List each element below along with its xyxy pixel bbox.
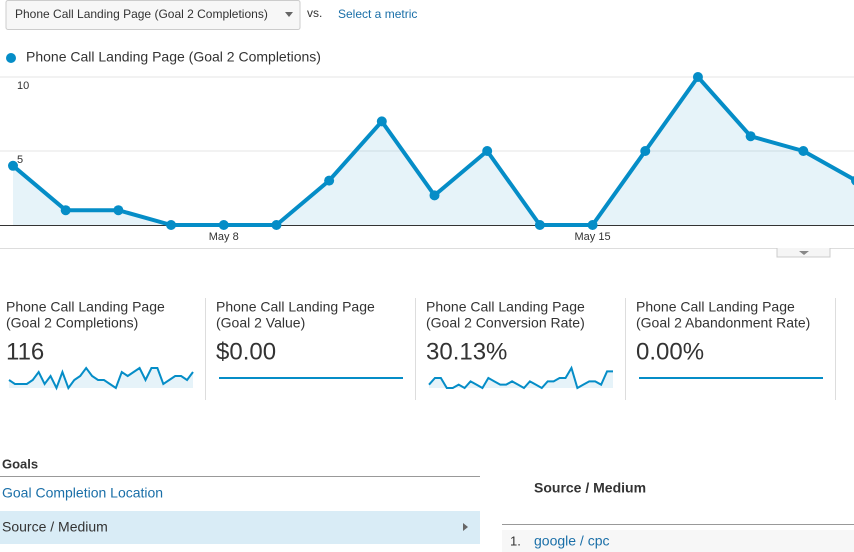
sparkline <box>428 365 613 390</box>
legend-label: Phone Call Landing Page (Goal 2 Completi… <box>26 49 321 65</box>
scorecard-label: (Goal 2 Value) <box>216 315 305 331</box>
scorecard-label: (Goal 2 Conversion Rate) <box>426 315 585 331</box>
goal-link[interactable]: Goal Completion Location <box>2 485 163 501</box>
sparkline-area <box>429 368 613 388</box>
point <box>692 72 703 82</box>
scorecard-value: $0.00 <box>216 338 276 365</box>
point <box>113 205 124 216</box>
table-row <box>502 530 854 552</box>
sparkline-area <box>9 368 193 388</box>
scorecard-label: (Goal 2 Abandonment Rate) <box>636 315 810 331</box>
y-tick-label: 10 <box>17 80 29 92</box>
point <box>8 160 18 171</box>
point <box>376 116 387 127</box>
select-metric-link[interactable]: Select a metric <box>338 7 417 21</box>
point <box>271 220 282 230</box>
chart-toggle-arrow <box>799 251 809 255</box>
scorecard-value: 30.13% <box>426 338 507 365</box>
scorecard-label: Phone Call Landing Page <box>636 299 795 315</box>
point <box>218 220 229 230</box>
table-header: Source / Medium <box>534 480 646 496</box>
x-tick-label: May 15 <box>575 231 611 243</box>
point <box>587 220 598 230</box>
scorecard-label: Phone Call Landing Page <box>216 299 375 315</box>
metric-dropdown-text: Phone Call Landing Page (Goal 2 Completi… <box>15 7 268 21</box>
point <box>482 146 493 156</box>
goal-item[interactable]: Source / Medium <box>2 519 108 535</box>
dropdown-arrow <box>285 12 293 17</box>
point <box>60 205 71 216</box>
scorecard-label: Phone Call Landing Page <box>426 299 585 315</box>
point <box>851 176 854 186</box>
point <box>798 146 809 156</box>
point <box>534 220 545 230</box>
scorecard-value: 116 <box>6 338 44 365</box>
x-tick-label: May 8 <box>209 231 239 243</box>
area <box>13 77 854 225</box>
row-link[interactable]: google / cpc <box>534 533 610 549</box>
point <box>166 220 177 230</box>
goals-title: Goals <box>2 456 38 471</box>
row-index: 1. <box>510 533 521 548</box>
point <box>640 146 651 156</box>
point <box>429 190 440 201</box>
scorecard-value: 0.00% <box>636 338 704 365</box>
metric-dropdown[interactable] <box>5 0 301 30</box>
selected-row[interactable] <box>0 511 480 544</box>
sparkline <box>8 366 194 391</box>
y-tick-label: 5 <box>17 154 23 166</box>
row-arrow <box>463 523 468 531</box>
vs-label: vs. <box>307 6 322 20</box>
legend-dot <box>6 53 16 63</box>
point <box>324 175 335 186</box>
point <box>745 131 756 142</box>
scorecard-label: Phone Call Landing Page <box>6 299 165 315</box>
scorecard-label: (Goal 2 Completions) <box>6 315 138 331</box>
